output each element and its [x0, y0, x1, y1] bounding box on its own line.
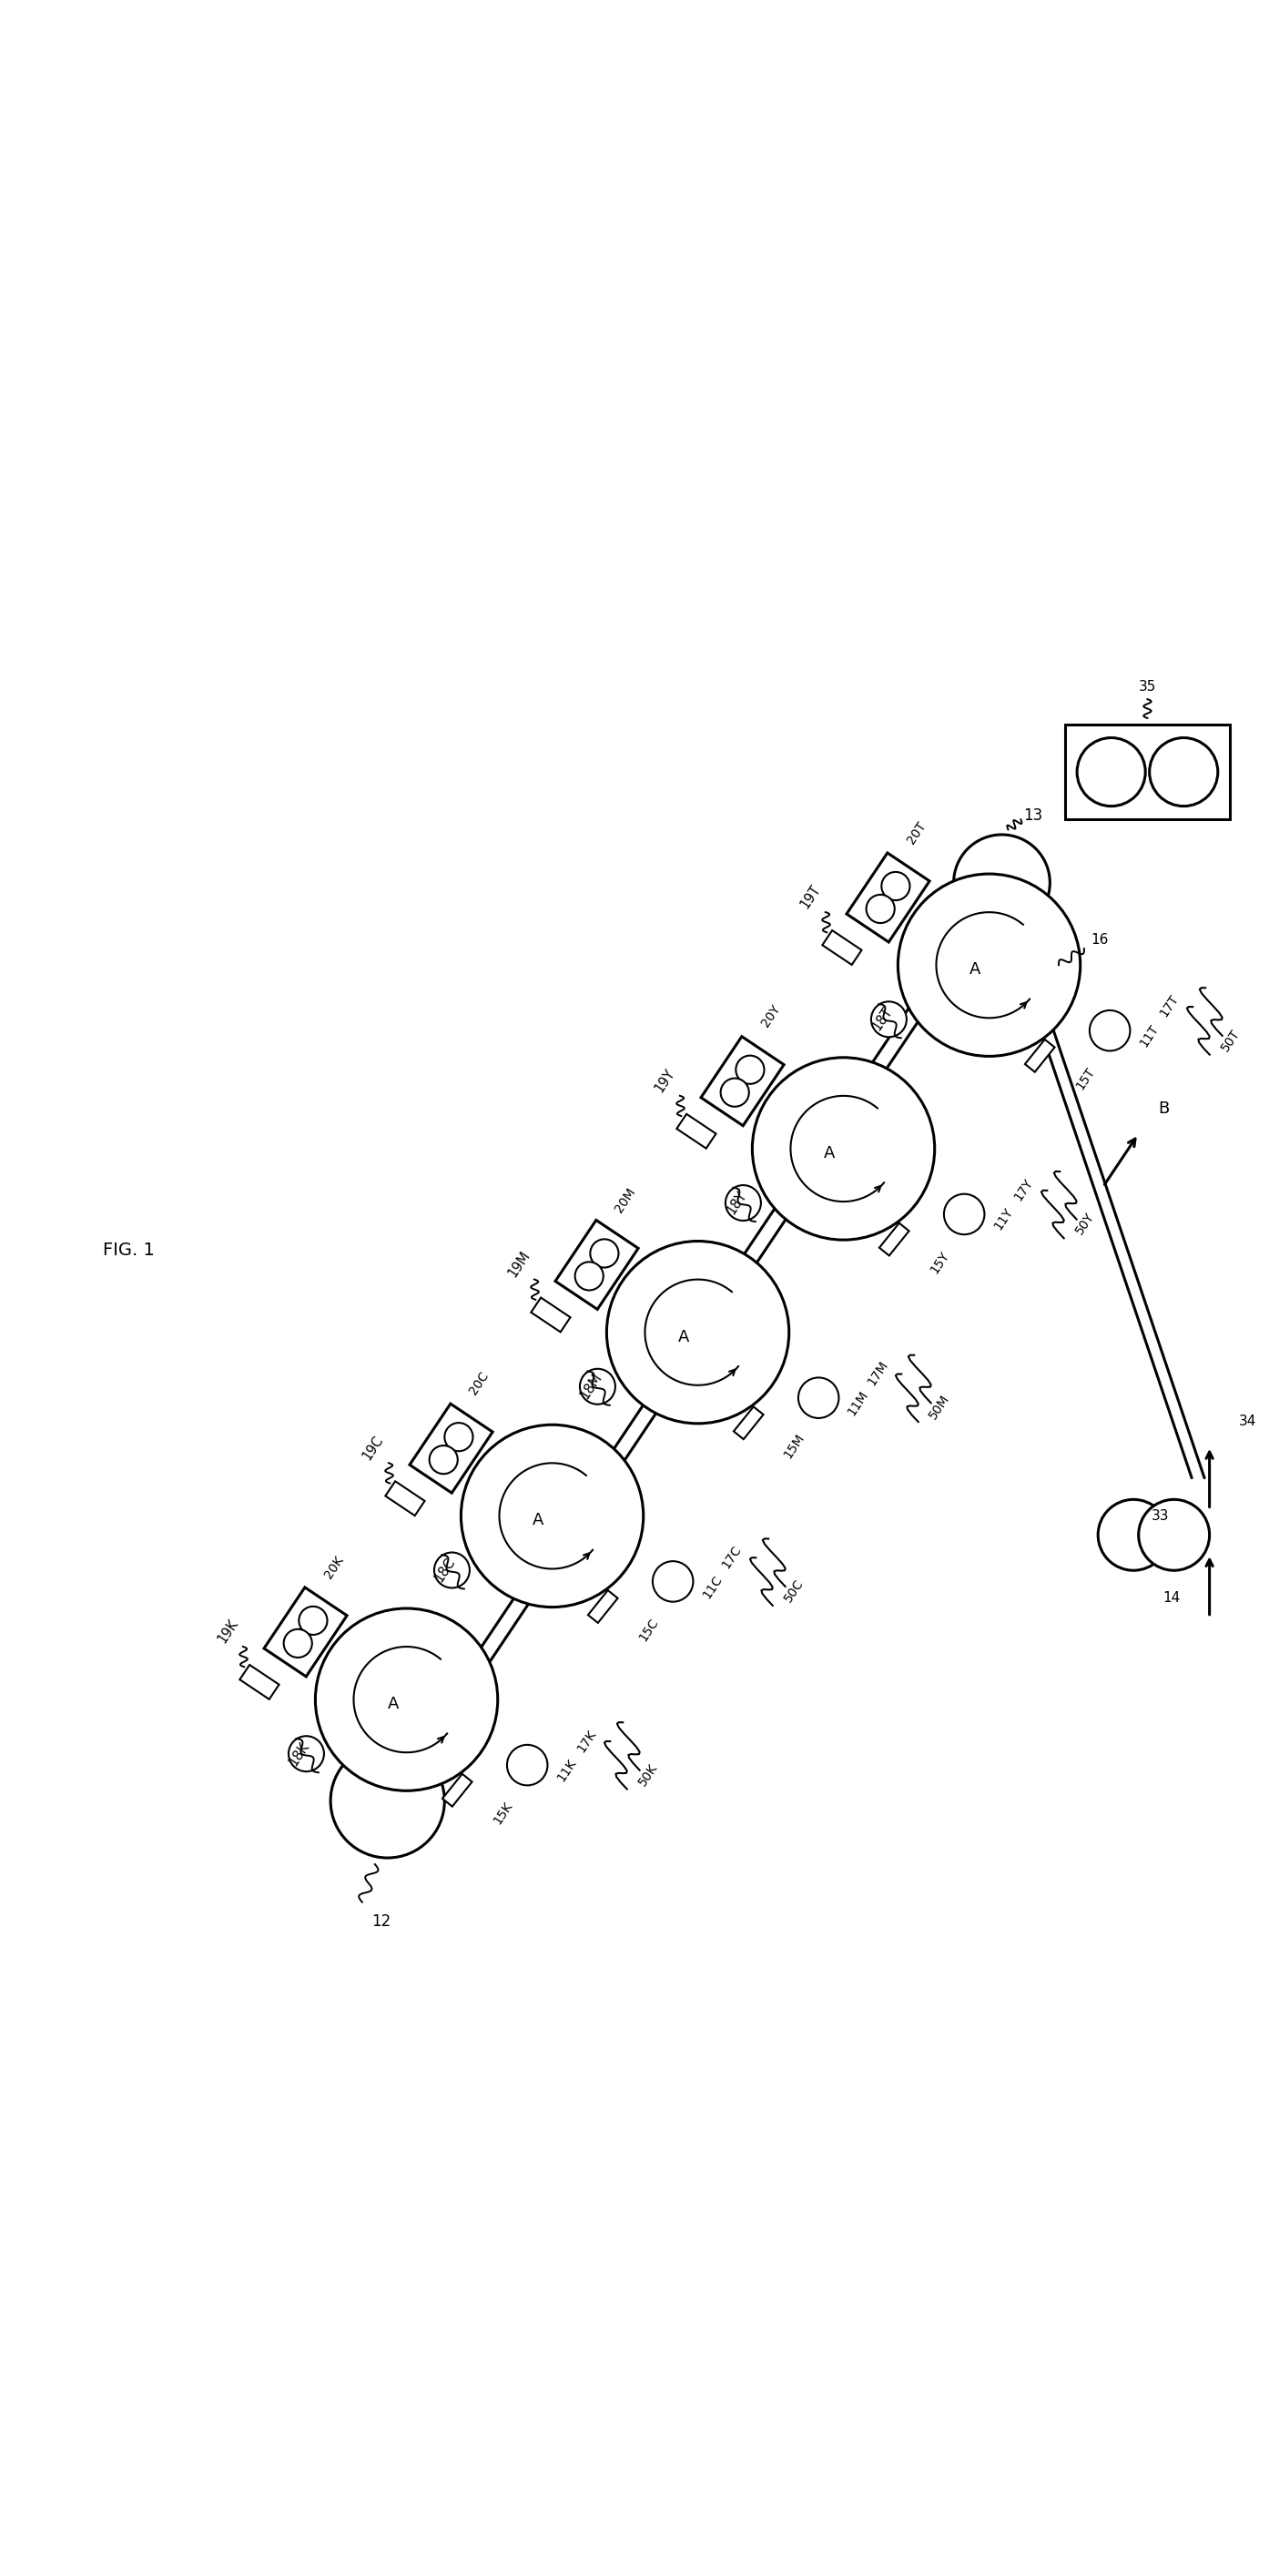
Text: 11C: 11C	[700, 1571, 725, 1600]
Bar	[410, 1404, 492, 1494]
Text: 50T: 50T	[1218, 1028, 1242, 1054]
Text: 16: 16	[1090, 933, 1108, 945]
Text: B: B	[1159, 1100, 1169, 1118]
Text: 19K: 19K	[214, 1618, 241, 1646]
Text: 18T: 18T	[869, 1005, 895, 1033]
Bar	[1025, 1038, 1055, 1072]
Text: 20Y: 20Y	[759, 1002, 783, 1030]
Circle shape	[736, 1056, 764, 1084]
Text: A: A	[824, 1146, 835, 1162]
Text: 20K: 20K	[321, 1553, 345, 1582]
Text: A: A	[387, 1695, 398, 1713]
Text: 19C: 19C	[360, 1432, 386, 1463]
Circle shape	[434, 1553, 470, 1587]
Circle shape	[590, 1239, 618, 1267]
Circle shape	[1090, 1010, 1131, 1051]
Circle shape	[753, 1059, 935, 1239]
Text: 11Y: 11Y	[991, 1206, 1015, 1234]
Text: 19Y: 19Y	[652, 1066, 678, 1095]
Text: 33: 33	[1151, 1510, 1169, 1522]
Bar	[822, 930, 862, 966]
Bar	[588, 1589, 618, 1623]
Circle shape	[461, 1425, 643, 1607]
Bar	[240, 1664, 279, 1700]
Bar	[1065, 724, 1230, 819]
Text: 50M: 50M	[926, 1394, 952, 1422]
Circle shape	[898, 873, 1080, 1056]
Text: 18M: 18M	[577, 1370, 604, 1401]
Text: 19T: 19T	[798, 884, 822, 912]
Bar	[879, 1224, 909, 1255]
Circle shape	[726, 1185, 761, 1221]
Circle shape	[871, 1002, 906, 1038]
Circle shape	[1098, 1499, 1169, 1571]
Text: 20M: 20M	[612, 1185, 638, 1213]
Circle shape	[1138, 1499, 1209, 1571]
Bar	[386, 1481, 425, 1515]
Circle shape	[580, 1368, 615, 1404]
Text: 17C: 17C	[720, 1543, 744, 1571]
Bar	[700, 1036, 784, 1126]
Text: 13: 13	[1024, 806, 1043, 824]
Circle shape	[798, 1378, 839, 1419]
Circle shape	[330, 1744, 444, 1857]
Text: 15Y: 15Y	[928, 1249, 952, 1275]
Circle shape	[429, 1445, 458, 1473]
Text: 18Y: 18Y	[723, 1188, 749, 1216]
Bar	[264, 1587, 346, 1677]
Text: 17M: 17M	[864, 1358, 891, 1388]
Text: 50C: 50C	[782, 1577, 806, 1605]
Text: A: A	[679, 1329, 690, 1345]
Text: A: A	[970, 961, 981, 979]
Circle shape	[607, 1242, 789, 1425]
Bar	[676, 1113, 716, 1149]
Bar	[556, 1221, 638, 1309]
Text: 50Y: 50Y	[1074, 1211, 1096, 1236]
Circle shape	[288, 1736, 324, 1772]
Circle shape	[508, 1744, 547, 1785]
Text: 11M: 11M	[845, 1388, 871, 1417]
Text: 17Y: 17Y	[1011, 1177, 1036, 1203]
Text: 18K: 18K	[287, 1739, 312, 1767]
Bar	[846, 853, 929, 943]
Circle shape	[284, 1628, 312, 1656]
Text: 50K: 50K	[636, 1762, 660, 1788]
Circle shape	[944, 1193, 985, 1234]
Bar	[733, 1406, 764, 1440]
Text: 35: 35	[1138, 680, 1156, 693]
Text: 15K: 15K	[491, 1801, 515, 1826]
Text: 20C: 20C	[467, 1370, 491, 1396]
Circle shape	[867, 894, 895, 922]
Circle shape	[316, 1607, 497, 1790]
Text: 34: 34	[1239, 1414, 1256, 1427]
Bar	[443, 1775, 472, 1806]
Text: FIG. 1: FIG. 1	[103, 1242, 155, 1260]
Circle shape	[1077, 737, 1146, 806]
Text: 19M: 19M	[505, 1249, 533, 1280]
Text: 15T: 15T	[1074, 1066, 1098, 1092]
Text: 15C: 15C	[636, 1615, 661, 1643]
Circle shape	[444, 1422, 473, 1450]
Text: 11K: 11K	[555, 1757, 579, 1783]
Text: 17K: 17K	[575, 1726, 599, 1754]
Text: 14: 14	[1162, 1592, 1180, 1605]
Circle shape	[1150, 737, 1218, 806]
Circle shape	[575, 1262, 603, 1291]
Circle shape	[882, 871, 910, 899]
Text: 11T: 11T	[1137, 1023, 1161, 1048]
Text: 17T: 17T	[1157, 992, 1180, 1020]
Circle shape	[953, 835, 1049, 930]
Circle shape	[299, 1607, 327, 1636]
Text: A: A	[533, 1512, 544, 1528]
Text: 12: 12	[372, 1914, 391, 1929]
Text: 18C: 18C	[433, 1556, 458, 1584]
Bar	[530, 1298, 570, 1332]
Text: 20T: 20T	[905, 819, 928, 845]
Text: 15M: 15M	[782, 1432, 807, 1461]
Circle shape	[652, 1561, 693, 1602]
Circle shape	[721, 1079, 749, 1108]
